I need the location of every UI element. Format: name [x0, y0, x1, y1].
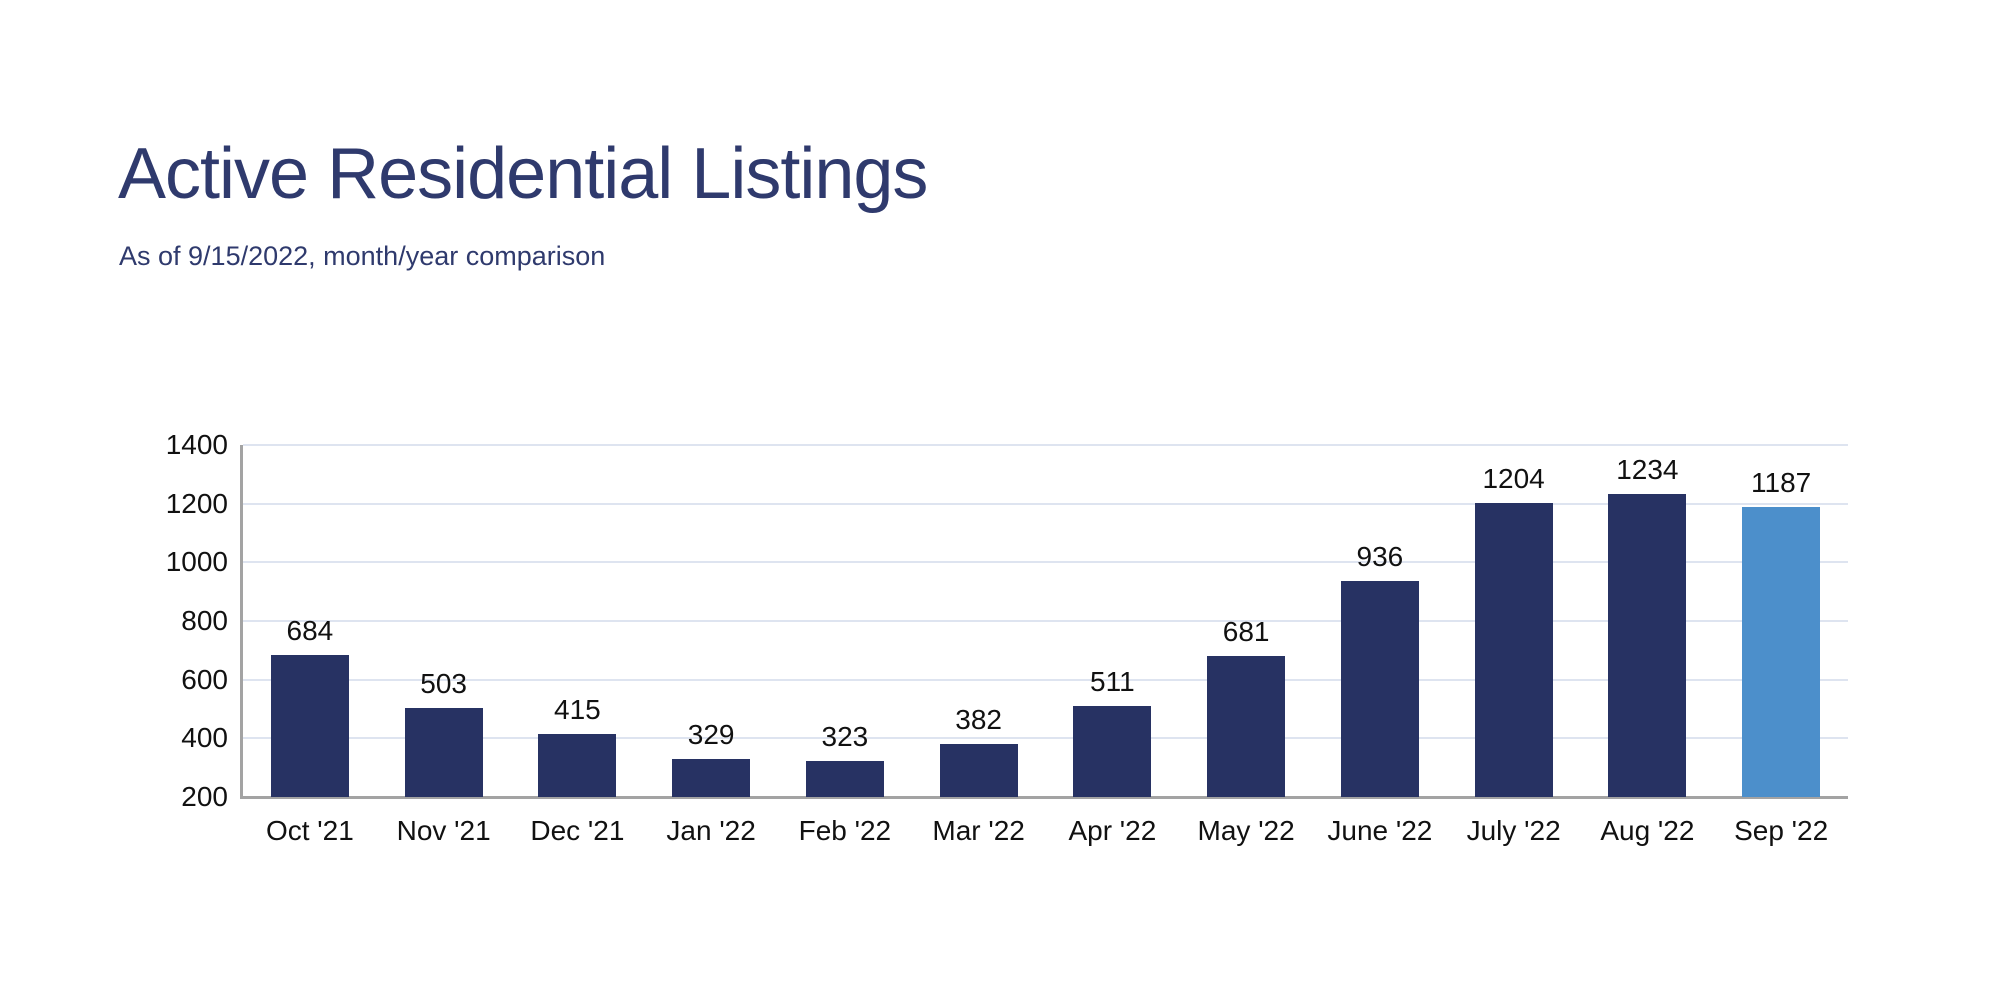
bar-slot: 684 Oct '21	[243, 445, 377, 845]
y-tick-label: 800	[181, 605, 228, 636]
page-subtitle: As of 9/15/2022, month/year comparison	[119, 241, 606, 271]
x-tick-label: Apr '22	[1068, 815, 1157, 846]
bar-slot: 323 Feb '22	[778, 445, 912, 844]
bar-slot: 681 May '22	[1179, 445, 1313, 844]
x-axis-line	[240, 796, 1848, 799]
bar-value-label: 382	[955, 703, 1002, 735]
bar-value-label: 936	[1356, 541, 1404, 573]
y-tick-label: 600	[181, 663, 228, 695]
y-tick-label: 1000	[165, 546, 228, 578]
bar-value-label: 329	[687, 719, 735, 751]
x-tick-label: July '22	[1466, 815, 1561, 846]
y-axis-line	[240, 445, 243, 799]
x-tick-label: Sep '22	[1734, 815, 1829, 846]
bar	[270, 655, 349, 797]
x-tick-label: Nov '21	[396, 815, 491, 846]
y-tick-label: 1400	[165, 429, 228, 460]
gridline	[243, 620, 1848, 622]
y-tick-label: 200	[181, 781, 228, 812]
bar	[1474, 502, 1553, 797]
bar	[1608, 493, 1687, 797]
gridline	[243, 444, 1848, 446]
bar-value-label: 503	[420, 668, 467, 700]
bar-slot: 1204 July '22	[1447, 445, 1581, 845]
gridline	[243, 561, 1848, 564]
y-tick-label: 1200	[165, 487, 228, 519]
x-tick-label: Mar '22	[932, 815, 1025, 846]
bar	[1207, 655, 1286, 797]
bar-value-label: 415	[554, 693, 601, 725]
bar	[1073, 705, 1152, 797]
bar-value-label: 511	[1090, 665, 1135, 697]
bar-chart-plot-area: 684 Oct '21 503 Nov '21 415 Dec '21 329 Jan '22…	[240, 444, 1848, 845]
y-tick-label: 400	[181, 722, 228, 754]
bar-value-label: 684	[286, 615, 334, 647]
bar-slot: 1234 Aug '22	[1581, 445, 1715, 844]
x-tick-label: Dec '21	[530, 815, 625, 846]
bar-value-label: 1204	[1482, 462, 1545, 494]
bar	[1742, 507, 1821, 797]
bar-slot: 503 Nov '21	[377, 445, 511, 845]
x-tick-label: Feb '22	[798, 815, 892, 846]
bar-value-label: 323	[821, 720, 869, 752]
bar-value-label: 681	[1222, 615, 1270, 647]
x-tick-label: June '22	[1327, 815, 1433, 846]
gridline	[243, 737, 1848, 740]
x-tick-label: Aug '22	[1600, 815, 1695, 846]
bar-value-label: 1234	[1616, 453, 1679, 485]
x-tick-label: Oct '21	[265, 815, 354, 846]
bar	[404, 708, 483, 797]
bar-slot: 329 Jan '22	[644, 445, 778, 845]
y-axis-labels: 200 400 600 800 1000 1200 1400	[120, 431, 228, 811]
x-tick-label: May '22	[1197, 815, 1295, 846]
bar	[538, 733, 617, 797]
page-title: Active Residential Listings	[118, 134, 928, 214]
bar-slot: 1187 Sep '22	[1714, 445, 1848, 845]
bar	[805, 760, 884, 797]
bar-slot: 511 Apr '22	[1046, 445, 1180, 844]
bar-slot: 382 Mar '22	[912, 445, 1046, 844]
bar	[1340, 581, 1419, 797]
bar	[672, 759, 751, 797]
bar-slot: 936 June '22	[1313, 445, 1447, 845]
bar-value-label: 1187	[1751, 467, 1812, 499]
gridline	[243, 502, 1848, 505]
gridline	[243, 678, 1848, 681]
bar-slot: 415 Dec '21	[511, 445, 645, 844]
x-tick-label: Jan '22	[666, 815, 756, 846]
bar	[939, 743, 1018, 797]
